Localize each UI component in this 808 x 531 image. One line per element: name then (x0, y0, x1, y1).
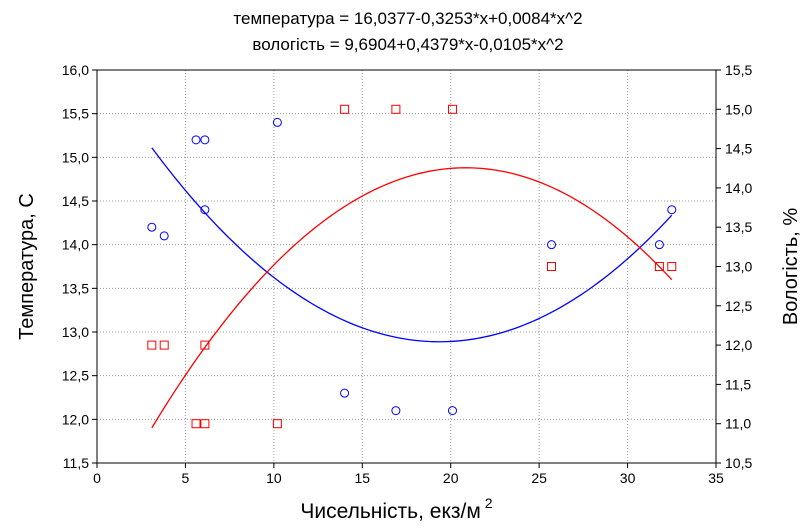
y-left-tick-label: 13,5 (62, 280, 89, 296)
temperature-point (391, 406, 401, 416)
humidity-point (147, 340, 157, 350)
temperature-point (200, 205, 210, 215)
y-left-tick-label: 14,5 (62, 193, 89, 209)
y-axis-left-label: Температура, С (16, 193, 38, 340)
y-right-tick-label: 14,0 (725, 180, 752, 196)
x-tick-label: 5 (182, 470, 190, 486)
y-right-tick-label: 11,5 (725, 376, 751, 392)
y-left-tick-label: 11,5 (63, 455, 89, 471)
humidity-point (447, 104, 457, 114)
data-points (147, 104, 677, 429)
humidity-point (547, 262, 557, 271)
humidity-point (667, 262, 677, 271)
grid-lines (97, 70, 716, 463)
y-right-tick-label: 15,5 (725, 62, 752, 78)
temperature-point (191, 135, 201, 145)
x-tick-label: 30 (620, 470, 636, 486)
y-right-tick-label: 15,0 (725, 101, 752, 117)
y-right-tick-label: 13,5 (725, 219, 752, 235)
temperature-point (159, 231, 169, 241)
temperature-point (447, 406, 457, 416)
x-axis-label-superscript: 2 (485, 495, 493, 511)
y-right-tick-label: 14,5 (725, 141, 752, 157)
chart-title-line-1: температура = 16,0377-0,3253*x+0,0084*x^… (233, 9, 582, 28)
temperature-fit-line (151, 147, 673, 343)
humidity-point (159, 340, 169, 350)
x-tick-label: 25 (531, 470, 547, 486)
x-tick-label: 0 (93, 470, 101, 486)
humidity-point (200, 340, 210, 350)
x-tick-label: 15 (354, 470, 370, 486)
y-right-tick-label: 12,5 (725, 298, 752, 314)
temperature-point (667, 205, 677, 215)
humidity-point (272, 419, 282, 429)
y-left-tick-label: 12,0 (62, 411, 89, 427)
temperature-point (340, 388, 350, 398)
temperature-point (147, 222, 157, 232)
y-right-tick-label: 13,0 (725, 259, 752, 275)
y-right-tick-label: 12,0 (725, 337, 752, 353)
temperature-point (547, 240, 557, 250)
y-left-tick-label: 16,0 (62, 62, 89, 78)
humidity-point (391, 104, 401, 114)
x-tick-label: 10 (266, 470, 282, 486)
humidity-fit-line (151, 167, 673, 429)
x-tick-label: 35 (708, 470, 724, 486)
y-left-tick-label: 12,5 (62, 368, 89, 384)
temperature-point (272, 117, 282, 127)
x-axis-label-text: Чисельність, екз/м (300, 500, 480, 523)
axis-ticks: 0 5 10 15 20 25 30 35 11,5 12,0 12,5 13,0 13,5 14,0 14… (62, 62, 753, 486)
y-left-tick-label: 15,0 (62, 149, 89, 165)
y-right-tick-label: 11,0 (725, 416, 751, 432)
temperature-point (654, 240, 664, 250)
x-axis-label: Чисельність, екз/м 2 (300, 495, 492, 523)
humidity-point (340, 104, 350, 114)
humidity-point (200, 419, 210, 429)
y-left-tick-label: 15,5 (62, 106, 89, 122)
humidity-point (191, 419, 201, 429)
y-axis-right-label: Вологість, % (780, 208, 802, 325)
plot-frame (96, 69, 717, 464)
x-tick-label: 20 (443, 470, 459, 486)
y-left-tick-label: 14,0 (62, 237, 89, 253)
temperature-point (200, 135, 210, 145)
fit-curves (151, 147, 673, 429)
chart-title-line-2: вологість = 9,6904+0,4379*x-0,0105*x^2 (252, 35, 563, 54)
y-right-tick-label: 10,5 (725, 455, 752, 471)
y-left-tick-label: 13,0 (62, 324, 89, 340)
humidity-point (654, 262, 664, 271)
